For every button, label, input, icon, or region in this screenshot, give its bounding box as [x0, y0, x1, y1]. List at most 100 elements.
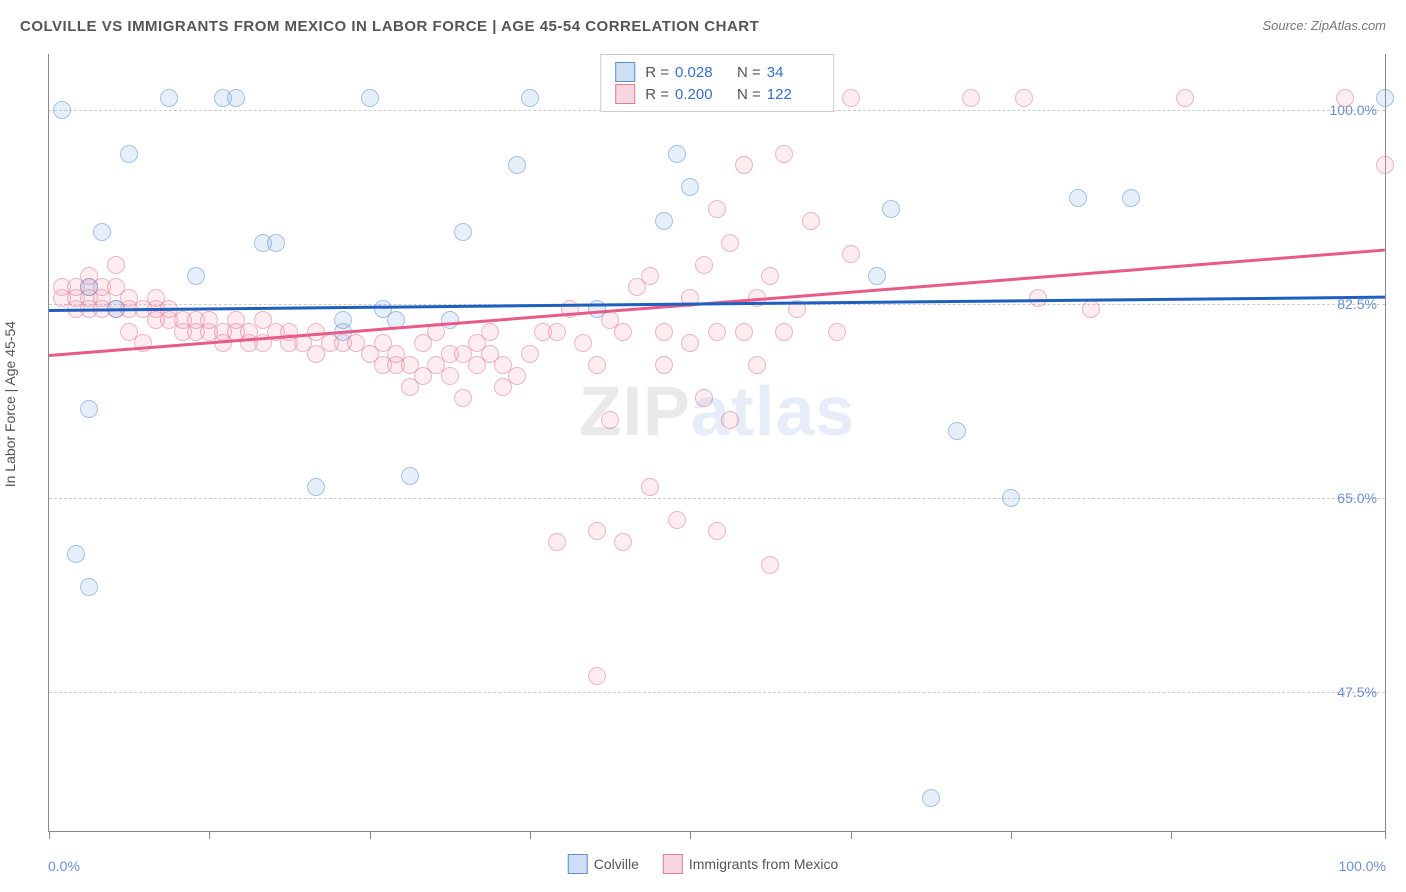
y-tick-label: 100.0%: [1330, 102, 1377, 118]
data-point: [401, 467, 419, 485]
swatch-icon: [615, 62, 635, 82]
data-point: [695, 389, 713, 407]
n-value: 122: [767, 86, 819, 103]
data-point: [1015, 89, 1033, 107]
data-point: [574, 334, 592, 352]
legend-item: Colville: [568, 854, 639, 874]
x-tick: [1171, 831, 1172, 839]
data-point: [187, 267, 205, 285]
data-point: [80, 400, 98, 418]
data-point: [548, 323, 566, 341]
data-point: [80, 578, 98, 596]
data-point: [668, 145, 686, 163]
x-axis-min-label: 0.0%: [48, 858, 80, 874]
data-point: [1376, 89, 1394, 107]
legend-correlation: R = 0.028 N = 34 R = 0.200 N = 122: [600, 54, 834, 112]
swatch-icon: [615, 84, 635, 104]
data-point: [761, 267, 779, 285]
data-point: [668, 511, 686, 529]
watermark-plain: ZIP: [579, 372, 691, 450]
gridline: [49, 498, 1385, 499]
data-point: [655, 323, 673, 341]
r-value: 0.028: [675, 64, 727, 81]
legend-row: R = 0.028 N = 34: [615, 61, 819, 83]
data-point: [334, 311, 352, 329]
data-point: [307, 478, 325, 496]
data-point: [441, 367, 459, 385]
r-label: R =: [645, 64, 669, 81]
data-point: [708, 323, 726, 341]
data-point: [601, 411, 619, 429]
data-point: [548, 533, 566, 551]
data-point: [721, 234, 739, 252]
data-point: [708, 200, 726, 218]
x-tick: [49, 831, 50, 839]
r-label: R =: [645, 86, 669, 103]
data-point: [588, 356, 606, 374]
data-point: [761, 556, 779, 574]
data-point: [1002, 489, 1020, 507]
legend-row: R = 0.200 N = 122: [615, 83, 819, 105]
data-point: [962, 89, 980, 107]
data-point: [481, 323, 499, 341]
x-tick: [851, 831, 852, 839]
n-label: N =: [737, 86, 761, 103]
gridline: [49, 692, 1385, 693]
y-tick-label: 47.5%: [1337, 684, 1377, 700]
data-point: [842, 245, 860, 263]
data-point: [735, 156, 753, 174]
chart-plot-area: ZIPatlas R = 0.028 N = 34 R = 0.200 N = …: [48, 54, 1386, 832]
x-tick: [370, 831, 371, 839]
data-point: [695, 256, 713, 274]
data-point: [922, 789, 940, 807]
x-tick: [530, 831, 531, 839]
data-point: [748, 356, 766, 374]
x-tick: [1385, 831, 1386, 839]
data-point: [454, 223, 472, 241]
n-value: 34: [767, 64, 819, 81]
data-point: [588, 522, 606, 540]
data-point: [1122, 189, 1140, 207]
data-point: [828, 323, 846, 341]
data-point: [53, 101, 71, 119]
x-tick: [209, 831, 210, 839]
legend-series: Colville Immigrants from Mexico: [568, 854, 838, 874]
data-point: [521, 345, 539, 363]
data-point: [160, 89, 178, 107]
data-point: [868, 267, 886, 285]
r-value: 0.200: [675, 86, 727, 103]
data-point: [508, 156, 526, 174]
data-point: [67, 545, 85, 563]
n-label: N =: [737, 64, 761, 81]
legend-label: Immigrants from Mexico: [689, 856, 838, 872]
data-point: [588, 667, 606, 685]
chart-title: COLVILLE VS IMMIGRANTS FROM MEXICO IN LA…: [20, 18, 759, 35]
data-point: [454, 389, 472, 407]
data-point: [1336, 89, 1354, 107]
data-point: [655, 356, 673, 374]
swatch-icon: [568, 854, 588, 874]
data-point: [655, 212, 673, 230]
source-attribution: Source: ZipAtlas.com: [1262, 18, 1386, 33]
data-point: [842, 89, 860, 107]
data-point: [1069, 189, 1087, 207]
legend-label: Colville: [594, 856, 639, 872]
data-point: [614, 323, 632, 341]
data-point: [361, 89, 379, 107]
data-point: [508, 367, 526, 385]
data-point: [1376, 156, 1394, 174]
data-point: [120, 145, 138, 163]
data-point: [107, 256, 125, 274]
x-tick: [690, 831, 691, 839]
data-point: [802, 212, 820, 230]
data-point: [1082, 300, 1100, 318]
data-point: [267, 234, 285, 252]
data-point: [735, 323, 753, 341]
data-point: [93, 223, 111, 241]
data-point: [1176, 89, 1194, 107]
data-point: [614, 533, 632, 551]
x-axis-max-label: 100.0%: [1339, 858, 1386, 874]
data-point: [882, 200, 900, 218]
data-point: [775, 323, 793, 341]
data-point: [708, 522, 726, 540]
